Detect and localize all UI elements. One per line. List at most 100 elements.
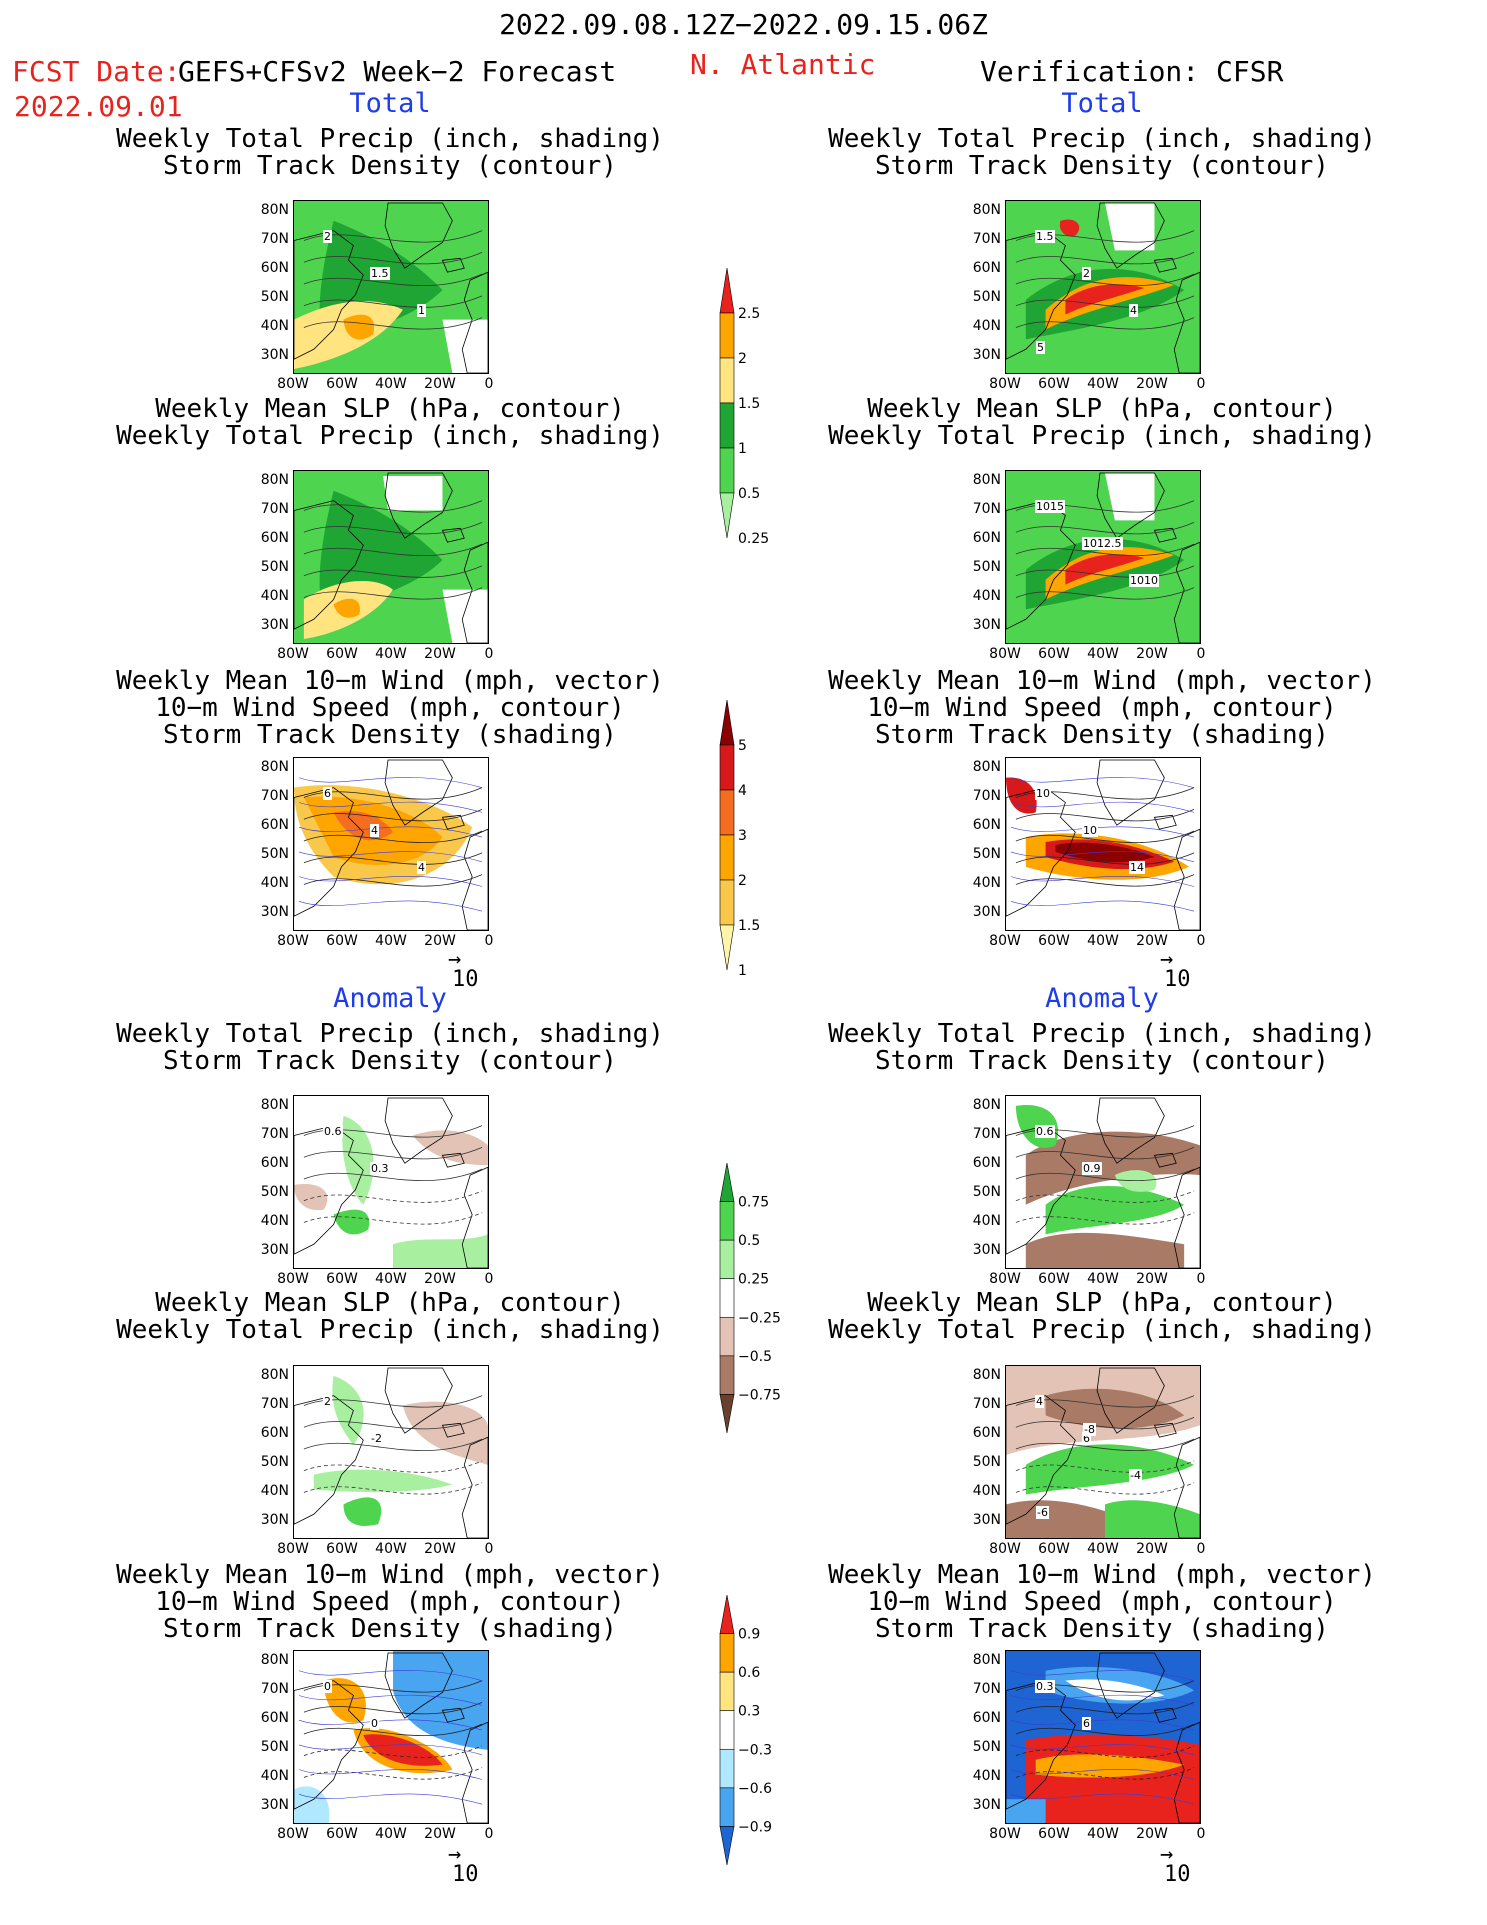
- lon-tick-label: 60W: [1038, 1826, 1070, 1842]
- panel-title: Weekly Mean SLP (hPa, contour) Weekly To…: [828, 1288, 1376, 1345]
- colorbar-swatch: [719, 1201, 735, 1241]
- map-panel-fc-slp-total: [293, 470, 489, 644]
- contour-line: [303, 852, 483, 865]
- lat-tick-label: 70N: [972, 788, 1001, 804]
- contour-label: 0.3: [1035, 1680, 1055, 1693]
- lat-tick-label: 30N: [260, 1797, 289, 1813]
- contour-line: [1015, 1190, 1195, 1203]
- contour-line: [1015, 230, 1195, 243]
- contour-line: [1015, 295, 1195, 308]
- coastline: [384, 472, 453, 539]
- lon-tick-label: 20W: [1136, 1541, 1168, 1557]
- shading-region: [1104, 202, 1155, 251]
- lat-tick-label: 60N: [260, 1425, 289, 1441]
- contour-label: 4: [417, 861, 426, 874]
- contour-line: [303, 1417, 483, 1430]
- contour-line: [303, 565, 483, 578]
- colorbar-label: 0.25: [738, 531, 769, 547]
- panel-title: Weekly Mean 10−m Wind (mph, vector) 10−m…: [116, 1560, 664, 1644]
- coastline: [1173, 828, 1200, 930]
- lon-tick-label: 80W: [277, 376, 309, 392]
- colorbar-label: 2: [738, 351, 747, 367]
- coastline: [1153, 527, 1177, 543]
- lon-tick-label: 80W: [277, 1271, 309, 1287]
- colorbar-swatch: [719, 1633, 735, 1673]
- lat-tick-label: 60N: [260, 1155, 289, 1171]
- wind-vector-contour: [1010, 1744, 1195, 1756]
- shading-region: [343, 1497, 382, 1526]
- colorbar-label: −0.25: [738, 1310, 781, 1326]
- map-field: [294, 1366, 488, 1538]
- lon-tick-label: 60W: [326, 646, 358, 662]
- lat-tick-label: 50N: [972, 846, 1001, 862]
- contour-label: 1012.5: [1082, 537, 1123, 550]
- contour-line: [303, 295, 483, 308]
- colorbar-label: −0.9: [738, 1819, 772, 1835]
- shading-region: [294, 1183, 328, 1211]
- contour-line: [1015, 1482, 1195, 1495]
- lon-tick-label: 40W: [1087, 1541, 1119, 1557]
- contour-line: [303, 1767, 483, 1780]
- coastline: [1153, 1422, 1177, 1438]
- shading-region: [1025, 1444, 1195, 1495]
- lat-tick-label: 40N: [972, 588, 1001, 604]
- date-range-title: 2022.09.08.12Z−2022.09.15.06Z: [499, 8, 988, 41]
- lon-tick-label: 0: [1196, 376, 1206, 392]
- contour-line: [1015, 830, 1195, 843]
- contour-label: 0: [323, 1680, 332, 1693]
- lat-tick-label: 60N: [260, 530, 289, 546]
- coastline: [441, 1152, 465, 1168]
- lon-tick-label: 80W: [277, 1826, 309, 1842]
- contour-line: [1015, 809, 1195, 822]
- map-field: [294, 1651, 488, 1823]
- lat-tick-label: 30N: [260, 347, 289, 363]
- shading-region: [412, 1130, 488, 1166]
- shading-region: [1025, 1734, 1200, 1823]
- lon-tick-label: 60W: [1038, 1271, 1070, 1287]
- lat-tick-label: 80N: [972, 759, 1001, 775]
- panel-title: Weekly Total Precip (inch, shading) Stor…: [828, 124, 1376, 181]
- lon-tick-label: 40W: [1087, 1271, 1119, 1287]
- coastline: [1153, 257, 1177, 273]
- contour-label: 1: [417, 304, 426, 317]
- contour-line: [1015, 1723, 1195, 1736]
- contour-line: [1015, 252, 1195, 265]
- map-panel-fc-slp-anom: [293, 1365, 489, 1539]
- coastline: [461, 1166, 488, 1268]
- colorbar-label: −0.3: [738, 1742, 772, 1758]
- shading-region: [1025, 1232, 1185, 1268]
- colorbar-swatch: [719, 744, 735, 791]
- lon-tick-label: 20W: [424, 1826, 456, 1842]
- contour-line: [1015, 1702, 1195, 1715]
- coastline: [1096, 1652, 1165, 1719]
- contour-label: 2: [323, 230, 332, 243]
- lat-tick-label: 80N: [260, 202, 289, 218]
- shading-region: [1045, 547, 1175, 600]
- lon-tick-label: 20W: [1136, 1826, 1168, 1842]
- contour-label: 1015: [1035, 500, 1065, 513]
- coastline: [384, 1097, 453, 1164]
- contour-line: [303, 1168, 483, 1181]
- wind-vector-contour: [1010, 1694, 1195, 1706]
- lat-tick-label: 40N: [260, 1768, 289, 1784]
- map-field: [1006, 1651, 1200, 1823]
- lat-tick-label: 80N: [260, 472, 289, 488]
- map-panel-fc-wind-anom: [293, 1650, 489, 1824]
- lat-tick-label: 40N: [972, 1213, 1001, 1229]
- colorbar-swatch: [719, 1316, 735, 1357]
- shading-region: [442, 319, 488, 373]
- contour-line: [1015, 587, 1195, 600]
- colorbar-swatch: [719, 1826, 735, 1866]
- colorbar-label: 1.5: [738, 918, 760, 934]
- coastline: [441, 257, 465, 273]
- colorbar-swatch: [719, 1787, 735, 1827]
- vector-ref-arrow: →: [1160, 947, 1174, 972]
- lat-tick-label: 50N: [260, 1454, 289, 1470]
- shading-region: [1045, 1388, 1185, 1429]
- lat-tick-label: 80N: [260, 1097, 289, 1113]
- shading-region: [1104, 1500, 1200, 1538]
- lon-tick-label: 0: [484, 933, 494, 949]
- colorbar-anom-track-svg: 0.9 0.6 0.3 −0.3 −0.6 −0.9: [719, 1594, 772, 1866]
- contour-label: -2: [370, 1432, 383, 1445]
- wind-vector-contour: [298, 1744, 483, 1756]
